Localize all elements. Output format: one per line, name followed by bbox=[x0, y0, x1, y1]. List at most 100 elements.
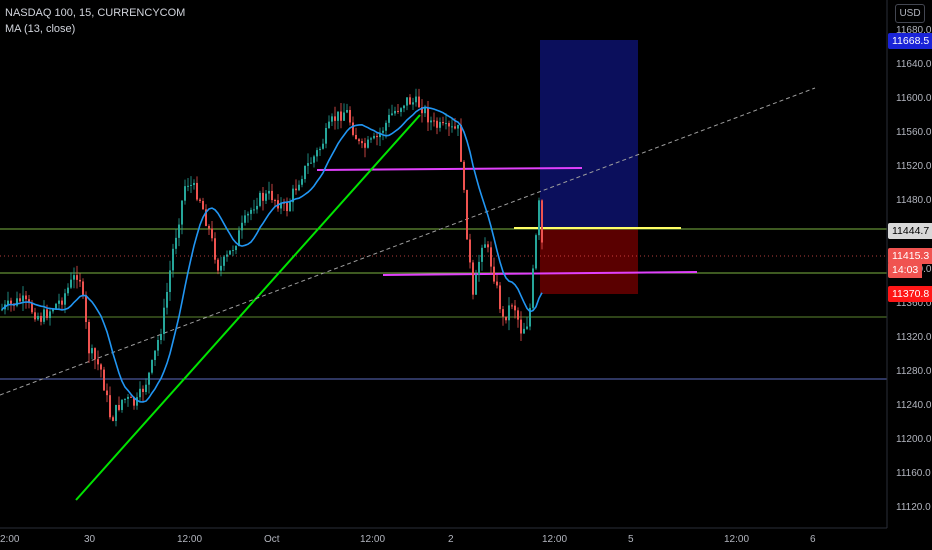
candle-body bbox=[1, 309, 3, 311]
candle-body bbox=[181, 200, 183, 225]
candle-body bbox=[64, 293, 66, 305]
candle-body bbox=[61, 300, 63, 305]
price-tick-label: 11680.0 bbox=[896, 25, 932, 36]
time-tick-label: 12:00 bbox=[360, 534, 386, 545]
candle-body bbox=[304, 165, 306, 180]
ma-indicator-label[interactable]: MA (13, close) bbox=[5, 23, 76, 35]
candle-body bbox=[178, 224, 180, 238]
candle-body bbox=[499, 285, 501, 310]
candle-body bbox=[127, 396, 129, 399]
candle-body bbox=[286, 202, 288, 212]
candle-body bbox=[208, 225, 210, 229]
candle-body bbox=[400, 108, 402, 112]
candle-body bbox=[34, 312, 36, 320]
candle-body bbox=[313, 156, 315, 163]
candle-body bbox=[343, 112, 345, 121]
candle-body bbox=[97, 359, 99, 365]
time-tick-label: 5 bbox=[628, 534, 634, 545]
candle-body bbox=[535, 235, 537, 269]
candle-body bbox=[235, 246, 237, 251]
candle-body bbox=[247, 213, 249, 216]
time-tick-label: 12:00 bbox=[542, 534, 568, 545]
candle-body bbox=[76, 275, 78, 280]
candle-body bbox=[232, 250, 234, 252]
position-zones bbox=[540, 40, 638, 294]
candle-body bbox=[73, 275, 75, 280]
candle-body bbox=[250, 209, 252, 214]
candle-body bbox=[136, 397, 138, 406]
support-line-magenta bbox=[382, 271, 698, 276]
candle-body bbox=[475, 274, 477, 295]
candle-body bbox=[190, 184, 192, 186]
candle-body bbox=[418, 96, 420, 108]
candle-body bbox=[511, 305, 513, 307]
time-tick-label: 12:00 bbox=[724, 534, 750, 545]
currency-button[interactable]: USD bbox=[895, 4, 925, 23]
ma-line bbox=[1, 106, 543, 403]
candle-body bbox=[37, 315, 39, 320]
price-tag: 14:03 bbox=[888, 262, 923, 279]
candle-body bbox=[205, 209, 207, 226]
candle-body bbox=[292, 188, 294, 203]
candlesticks bbox=[1, 88, 543, 427]
candle-body bbox=[493, 266, 495, 282]
candle-body bbox=[289, 202, 291, 212]
candle-body bbox=[523, 328, 525, 334]
candle-body bbox=[514, 305, 516, 311]
candle-body bbox=[448, 123, 450, 127]
candle-body bbox=[364, 143, 366, 148]
candle-body bbox=[382, 130, 384, 133]
candle-body bbox=[214, 238, 216, 260]
candle-body bbox=[388, 114, 390, 123]
candle-body bbox=[28, 299, 30, 303]
price-tick-label: 11600.0 bbox=[896, 93, 932, 105]
candle-body bbox=[394, 110, 396, 114]
candle-body bbox=[169, 270, 171, 292]
candle-body bbox=[112, 417, 114, 421]
candle-body bbox=[460, 124, 462, 162]
candle-body bbox=[484, 244, 486, 248]
candle-body bbox=[211, 228, 213, 239]
candle-body bbox=[151, 359, 153, 373]
candle-body bbox=[466, 189, 468, 240]
candle-body bbox=[355, 134, 357, 140]
candle-body bbox=[166, 291, 168, 308]
candle-body bbox=[367, 139, 369, 148]
candle-body bbox=[481, 247, 483, 262]
candle-body bbox=[253, 209, 255, 211]
candle-body bbox=[271, 190, 273, 201]
uptrend-line bbox=[75, 114, 421, 501]
candle-body bbox=[424, 107, 426, 114]
candle-body bbox=[85, 295, 87, 323]
candle-body bbox=[244, 215, 246, 223]
candle-body bbox=[130, 396, 132, 398]
symbol-title[interactable]: NASDAQ 100, 15, CURRENCYCOM bbox=[5, 7, 186, 19]
candle-body bbox=[217, 259, 219, 271]
price-tag: 11415.3 bbox=[888, 248, 932, 265]
candle-body bbox=[361, 141, 363, 144]
candle-body bbox=[379, 132, 381, 138]
candle-body bbox=[301, 179, 303, 185]
candle-body bbox=[538, 200, 540, 236]
candle-body bbox=[16, 298, 18, 306]
candle-body bbox=[184, 186, 186, 201]
candle-body bbox=[451, 126, 453, 128]
candle-body bbox=[160, 334, 162, 340]
candle-body bbox=[91, 348, 93, 354]
candle-body bbox=[262, 192, 264, 201]
candle-body bbox=[358, 139, 360, 142]
candle-body bbox=[376, 135, 378, 138]
candle-body bbox=[46, 309, 48, 318]
candle-body bbox=[403, 105, 405, 109]
candle-body bbox=[433, 120, 435, 122]
candle-body bbox=[325, 128, 327, 144]
candle-body bbox=[133, 397, 135, 406]
candle-body bbox=[10, 300, 12, 304]
candle-body bbox=[103, 369, 105, 391]
candle-body bbox=[106, 390, 108, 396]
candle-body bbox=[307, 163, 309, 166]
candle-body bbox=[118, 404, 120, 410]
stop-zone bbox=[540, 229, 638, 294]
candle-body bbox=[202, 200, 204, 210]
